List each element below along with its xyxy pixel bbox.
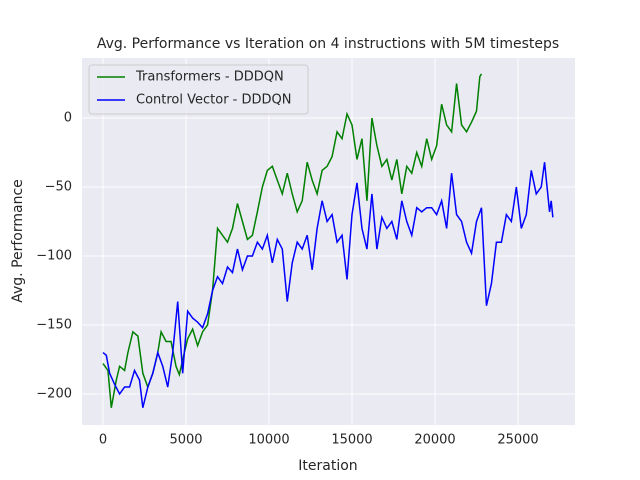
y-tick-label: −200 [36,386,72,401]
chart-title: Avg. Performance vs Iteration on 4 instr… [97,36,559,52]
legend-label: Control Vector - DDDQN [136,93,292,108]
y-axis-label: Avg. Performance [10,179,26,303]
y-tick-label: −150 [36,317,72,332]
legend-box [88,64,309,115]
series-line [102,73,483,408]
legend-label: Transformers - DDDQN [135,70,284,85]
x-tick-label: 10000 [248,433,289,448]
y-tick-label: 0 [64,111,72,126]
x-tick-label: 20000 [414,433,455,448]
x-tick-label: 0 [99,433,107,448]
x-tick-label: 15000 [331,433,372,448]
plot-area [82,58,575,425]
y-tick-label: −50 [45,180,72,195]
y-tick-label: −100 [36,248,72,263]
x-axis-label: Iteration [298,458,357,474]
series-line [102,162,554,408]
x-tick-label: 5000 [169,433,202,448]
x-tick-label: 25000 [497,433,538,448]
